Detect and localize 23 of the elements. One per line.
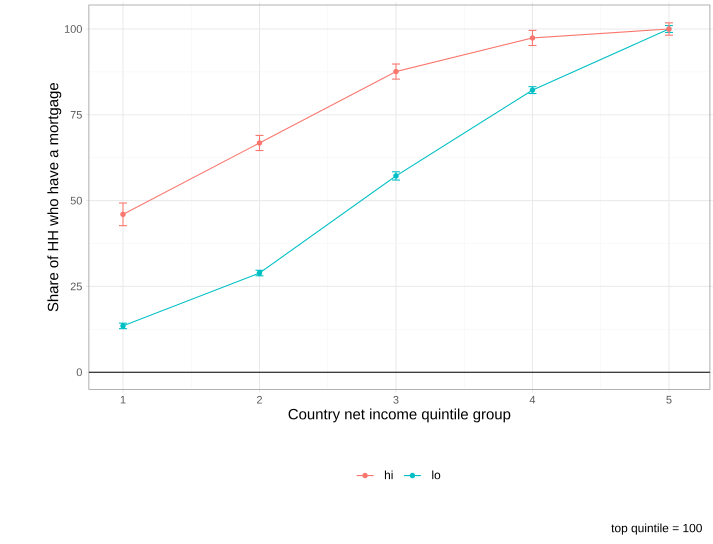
- x-tick-label: 1: [120, 396, 126, 404]
- point: [393, 173, 399, 179]
- point: [256, 140, 262, 146]
- y-tick-label: 50: [70, 196, 82, 204]
- point: [120, 323, 126, 329]
- y-tick-label: 75: [70, 110, 82, 119]
- legend-label: hi: [384, 470, 393, 480]
- y-tick-label: 0: [76, 368, 82, 376]
- y-tick-label: 100: [64, 25, 82, 33]
- x-axis-title: Country net income quintile group: [288, 408, 510, 422]
- point: [256, 270, 262, 276]
- x-tick-label: 4: [530, 396, 536, 404]
- point: [120, 212, 126, 218]
- legend-label: lo: [432, 470, 440, 480]
- y-tick-label: 25: [70, 282, 82, 290]
- x-tick-label: 2: [256, 396, 262, 404]
- point: [530, 35, 536, 41]
- x-tick-label: 5: [666, 396, 672, 404]
- point: [530, 87, 536, 93]
- text: top quintile = 100: [611, 523, 702, 535]
- point: [393, 68, 399, 74]
- x-tick-label: 3: [393, 396, 399, 404]
- y-axis-title: Share of HH who have a mortgage: [47, 82, 62, 312]
